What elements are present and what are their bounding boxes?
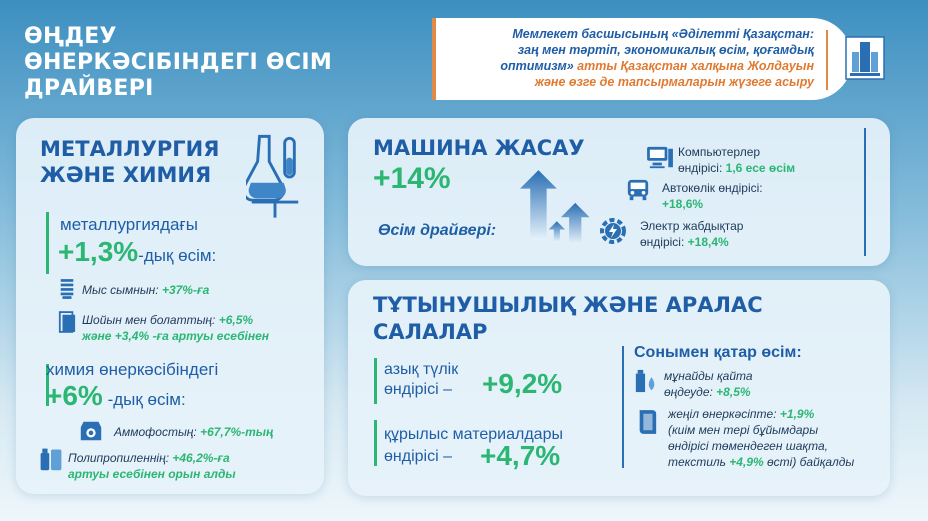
- consumer-divider: [622, 346, 624, 468]
- food-line: азық түлік өндірісі –: [384, 361, 459, 398]
- computers-line: Компьютерлер өндірісі: 1,6 есе өсім: [678, 145, 796, 175]
- consumer-card: [348, 280, 890, 496]
- steel-sheet-icon: [58, 311, 76, 333]
- food-value: +9,2%: [482, 368, 563, 399]
- electric-gear-icon: [600, 218, 626, 244]
- machine-right-bar: [864, 128, 866, 256]
- building-logo-icon: [845, 36, 885, 80]
- page-title: ӨҢДЕУ ӨНЕРКӘСІБІНДЕГІ ӨСІМ ДРАЙВЕРІ: [24, 24, 333, 101]
- also-heading: Сонымен қатар өсім:: [634, 344, 802, 361]
- metallurgy-heading: МЕТАЛЛУРГИЯ ЖӘНЕ ХИМИЯ: [40, 137, 220, 187]
- electric-line: Электр жабдықтар өндірісі: +18,4%: [640, 219, 744, 249]
- quote-divider: [826, 30, 828, 90]
- car-icon: [627, 179, 649, 201]
- chem-growth: +6% -дық өсім:: [46, 380, 186, 411]
- auto-line: Автокөлік өндірісі: +18,6%: [662, 181, 763, 211]
- polymer-icon: [40, 448, 62, 471]
- computer-icon: [647, 146, 673, 169]
- coil-icon: [60, 279, 74, 299]
- fertilizer-bag-icon: [80, 421, 102, 441]
- copper-line: Мыс сымнын: +37%-ға: [82, 283, 210, 297]
- metallurgy-card: [16, 118, 324, 494]
- light-industry-line: жеңіл өнеркәсіпте: +1,9% (киім мен тері …: [668, 407, 855, 469]
- metal-label: металлургиядағы: [60, 215, 198, 234]
- build-accent-bar: [374, 420, 377, 466]
- quote-text: Мемлекет басшысының «Әділетті Қазақстан:…: [500, 27, 814, 89]
- build-line: құрылыс материалдары өндірісі –: [384, 426, 563, 465]
- metal-accent-bar: [46, 212, 49, 274]
- food-accent-bar: [374, 358, 377, 404]
- consumer-heading: ТҰТЫНУШЫЛЫҚ ЖӘНЕ АРАЛАС САЛАЛАР: [373, 293, 763, 344]
- steel-line: Шойын мен болаттың: +6,5% және +3,4% -ға…: [82, 313, 269, 343]
- growth-arrows-icon: [520, 170, 590, 244]
- oil-line: мұнайды қайта өңдеуде: +8,5%: [664, 369, 753, 399]
- build-value: +4,7%: [480, 440, 561, 471]
- quote-banner: [432, 18, 852, 100]
- poly-line: Полипропиленнің: +46,2%-ға артуы есебіне…: [68, 451, 236, 481]
- oil-drop-icon: [635, 369, 655, 393]
- driver-label: Өсім драйвері:: [378, 222, 497, 239]
- ammo-line: Аммофостың: +67,7%-тың: [114, 425, 274, 439]
- chem-accent-bar: [46, 364, 49, 406]
- fabric-icon: [639, 410, 657, 434]
- flask-icon: [246, 134, 299, 218]
- machine-value: +14%: [373, 162, 451, 195]
- metal-growth: +1,3%-дық өсім:: [58, 236, 217, 267]
- chem-label: химия өнеркәсібіндегі: [46, 360, 219, 379]
- machine-heading: МАШИНА ЖАСАУ: [373, 136, 585, 160]
